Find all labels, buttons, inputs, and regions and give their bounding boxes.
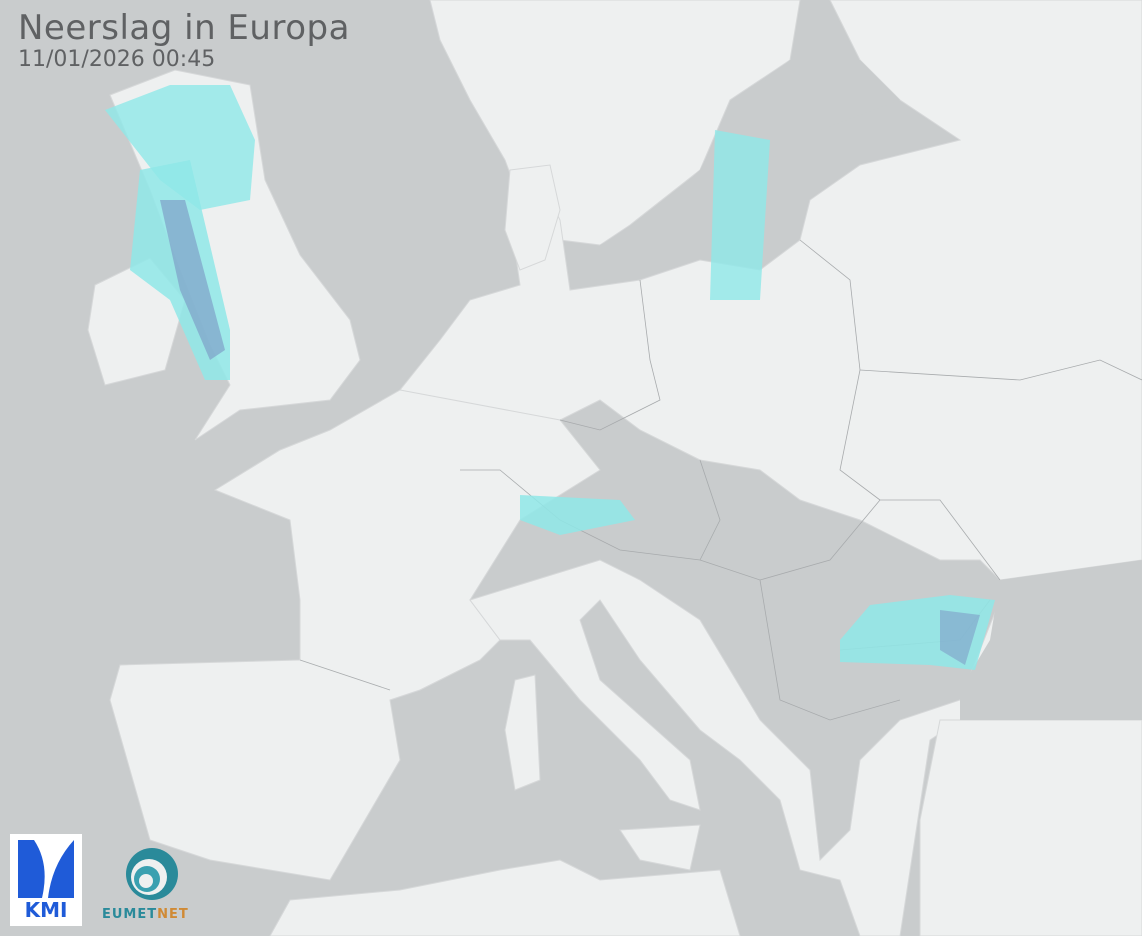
italy-balkans [469,559,1142,936]
sicily [619,824,701,871]
land [87,0,1142,936]
precipitation [105,85,995,670]
map-timestamp: 11/01/2026 00:45 [18,47,216,72]
map-title: Neerslag in Europa [18,8,350,48]
precip-heavy-romania [940,610,980,665]
eumetnet-emblem-icon [126,848,178,900]
kmi-emblem-icon [18,840,74,898]
black-sea-south [919,719,1142,936]
north-africa [269,859,741,936]
kmi-logo-text: KMI [24,898,68,922]
precip-baltic [710,130,770,300]
france-iberia [109,389,601,881]
precip-scotland [105,85,255,210]
finland-russia [399,0,1142,581]
eumetnet-logo: EUMETNET [100,846,200,926]
eumetnet-logo-text: EUMETNET [102,907,189,922]
precip-heavy-uk [160,200,225,360]
denmark [504,164,561,271]
precip-alps [520,495,635,535]
black-sea [960,560,1142,720]
kmi-logo: KMI [10,834,82,926]
sardinia-corsica [504,674,541,791]
